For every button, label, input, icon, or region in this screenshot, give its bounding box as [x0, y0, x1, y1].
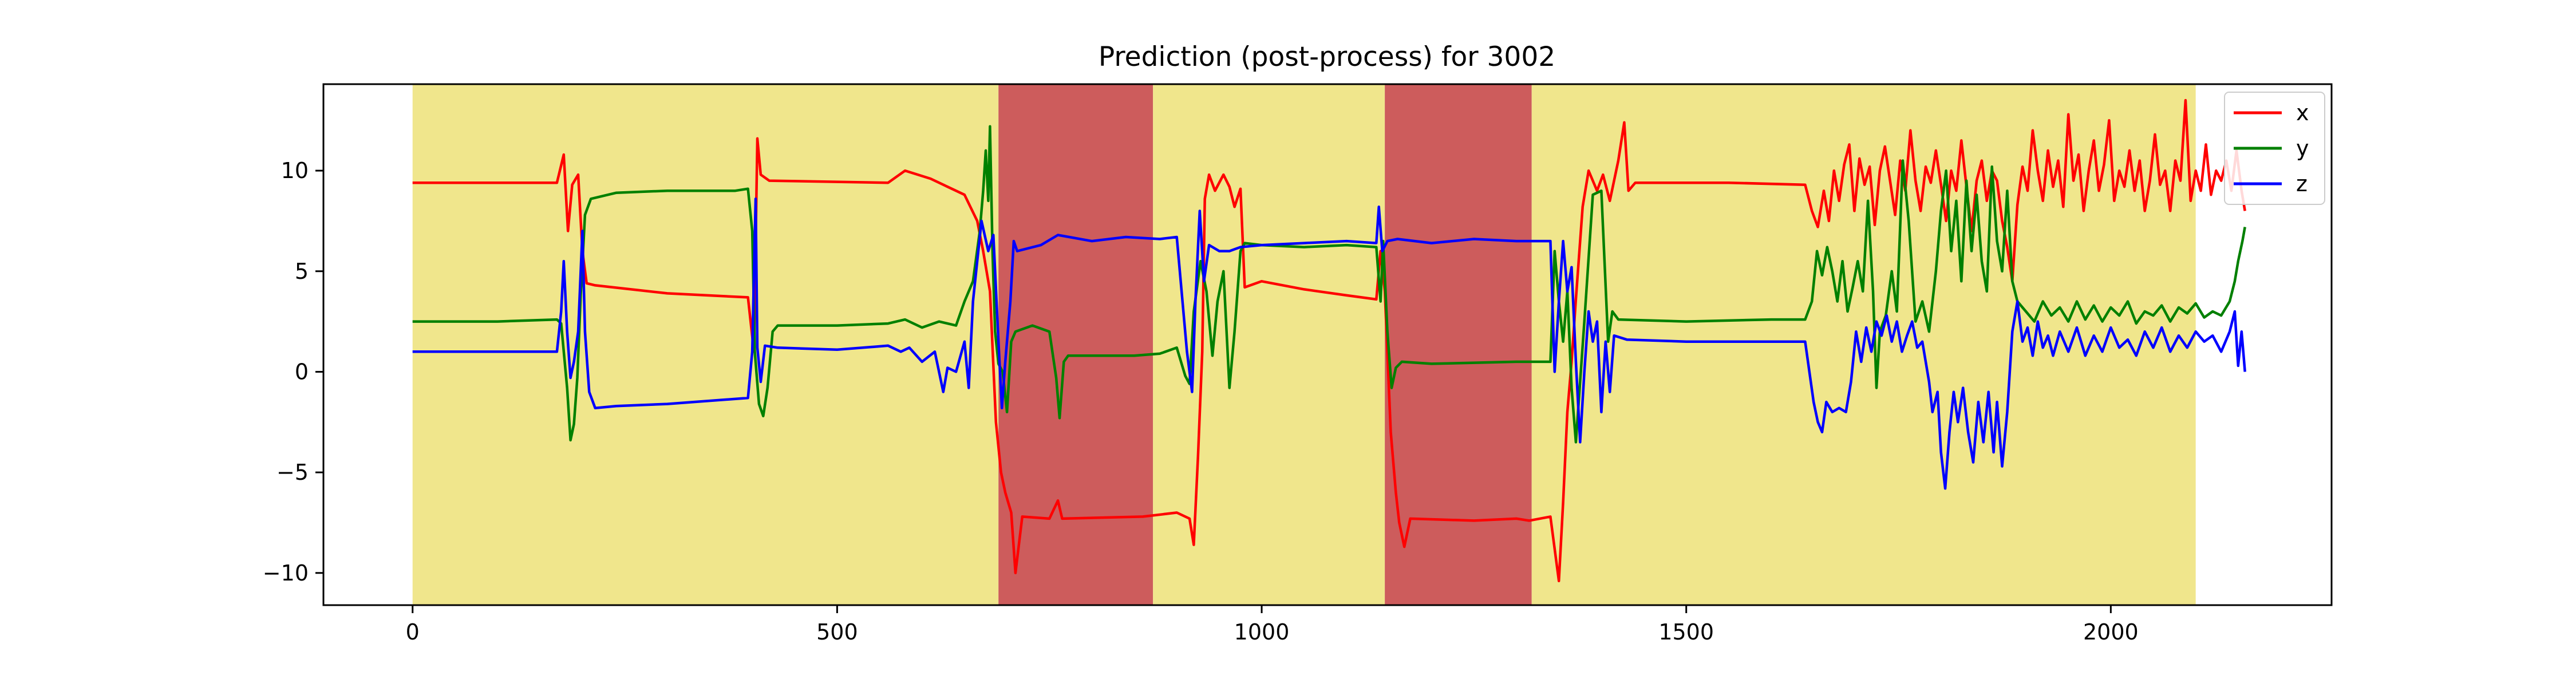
- legend-label-z: z: [2296, 171, 2308, 196]
- y-tick-label--5: −5: [276, 460, 309, 485]
- background-bands: [412, 84, 2196, 605]
- series-line-z: [412, 198, 2246, 490]
- legend: xyz: [2224, 92, 2325, 205]
- x-tick-label-1500: 1500: [1658, 619, 1714, 645]
- band-2: [1153, 84, 1385, 605]
- x-tick-label-1000: 1000: [1234, 619, 1290, 645]
- legend-label-y: y: [2296, 136, 2309, 161]
- band-0: [412, 84, 999, 605]
- y-tick-label-5: 5: [295, 259, 309, 284]
- y-tick-label-0: 0: [295, 359, 309, 384]
- x-tick-label-0: 0: [406, 619, 420, 645]
- series-line-x: [412, 98, 2246, 583]
- y-tick-label-10: 10: [281, 158, 309, 183]
- x-axis: 0 500 1000 1500 2000: [406, 605, 2139, 645]
- band-3: [1385, 84, 1532, 605]
- x-tick-label-500: 500: [816, 619, 858, 645]
- y-tick-label--10: −10: [263, 560, 309, 586]
- series-lines: [412, 98, 2246, 583]
- legend-label-x: x: [2296, 100, 2309, 125]
- plot-frame: [322, 83, 2333, 606]
- x-tick-label-2000: 2000: [2083, 619, 2139, 645]
- chart-title: Prediction (post-process) for 3002: [1099, 41, 1555, 73]
- series-line-y: [412, 125, 2246, 444]
- y-axis: −10 −5 0 5 10: [263, 158, 323, 586]
